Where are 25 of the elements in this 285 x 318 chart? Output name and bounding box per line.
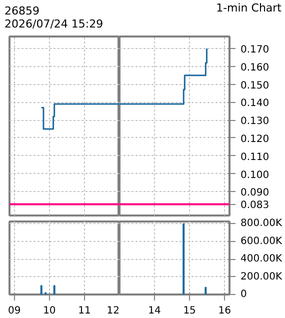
y-tick-label: 0.150 [240,80,270,92]
y-tick-label: 0.170 [240,44,270,56]
x-tick-label: 11 [78,306,91,316]
x-tick-label: 14 [148,306,161,316]
y-tick-label: 0.090 [240,188,270,199]
y-tick-label: 0.120 [240,134,270,145]
x-tick-label: 10 [43,306,56,316]
y-tick-label: 0.160 [240,62,270,74]
y-tick-label: 600.00K [240,236,282,247]
x-tick-label: 15 [183,306,196,316]
y-tick-label: 800.00K [240,218,282,230]
x-tick-label: 12 [106,306,120,316]
y-tick-label: 0.110 [240,152,270,163]
chart-title: 26859 [4,4,40,18]
x-tick-label: 09 [8,306,21,316]
y-tick-label: 400.00K [240,254,282,265]
y-tick-label: 0.100 [240,170,270,181]
y-tick-label: 200.00K [240,271,282,282]
y-tick-label: 0.130 [240,116,270,128]
y-tick-label: 0 [240,289,247,300]
x-tick-label: 16 [218,306,231,316]
y-tick-label: 0.083 [240,200,270,212]
chart-subtitle: 2026/07/24 15:29 [4,18,104,30]
y-tick-label: 0.140 [240,98,270,110]
text: 1-min Chart [216,2,282,14]
